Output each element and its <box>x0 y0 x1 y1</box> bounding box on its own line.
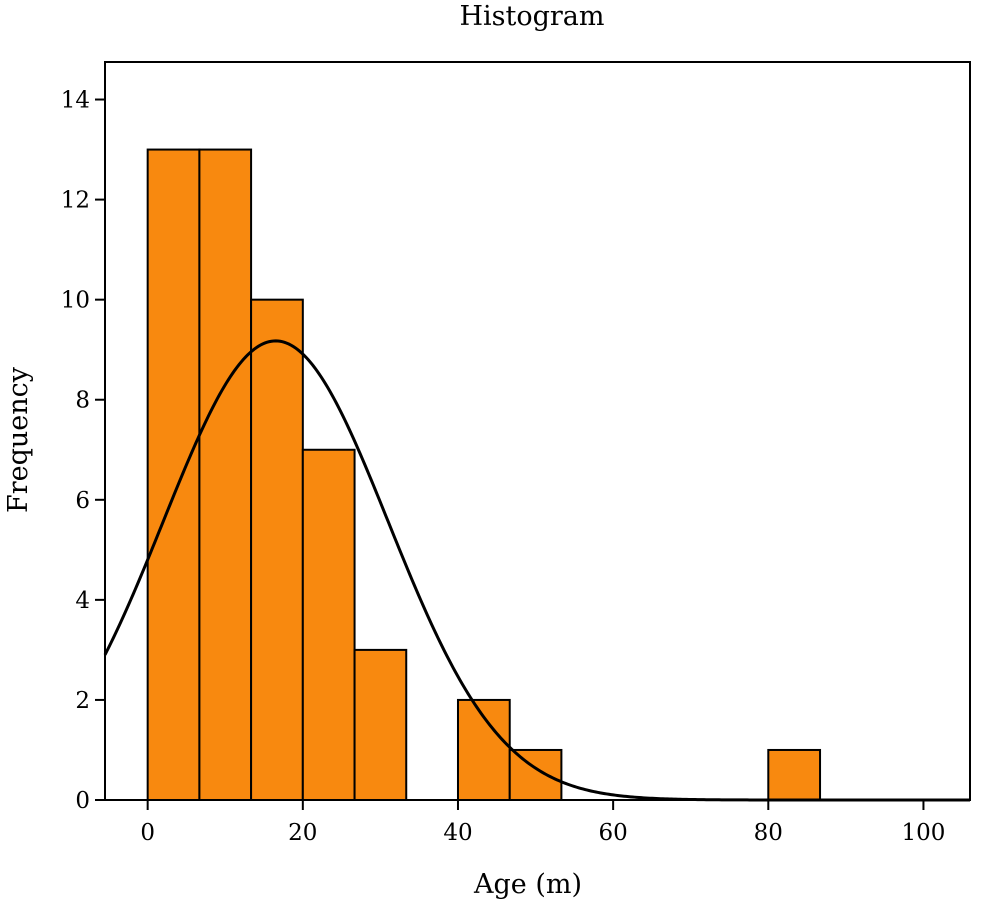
y-axis-label: Frequency <box>3 366 34 513</box>
plot-frame <box>104 61 971 801</box>
y-tick-label-8: 8 <box>75 388 90 414</box>
y-tick-label-0: 0 <box>75 788 90 814</box>
histogram-bar-4 <box>353 648 408 802</box>
histogram-bar-1 <box>198 148 253 801</box>
histogram-bar-7 <box>508 748 563 802</box>
histogram-bar-3 <box>301 448 356 801</box>
y-tick-label-12: 12 <box>61 188 90 214</box>
histogram-bar-0 <box>146 148 201 801</box>
y-tick-label-6: 6 <box>75 488 90 514</box>
x-tick-label-80: 80 <box>754 820 783 846</box>
y-tick-label-14: 14 <box>61 88 90 114</box>
x-axis-label: Age (m) <box>473 869 582 900</box>
x-tick-label-60: 60 <box>598 820 627 846</box>
y-tick-label-4: 4 <box>75 588 90 614</box>
histogram-bar-2 <box>250 298 304 801</box>
y-tick-label-10: 10 <box>61 288 90 314</box>
x-tick-label-100: 100 <box>901 820 945 846</box>
histogram-bar-12 <box>767 748 822 802</box>
y-tick-label-2: 2 <box>75 688 90 714</box>
y-axis-ticks: 0 2 4 6 8 10 12 14 <box>61 88 105 814</box>
x-tick-label-0: 0 <box>140 820 155 846</box>
x-tick-label-40: 40 <box>443 820 472 846</box>
histogram-bars <box>146 148 822 802</box>
x-tick-label-20: 20 <box>288 820 317 846</box>
x-axis-ticks: 0 20 40 60 80 100 <box>140 800 945 846</box>
chart-title: Histogram <box>459 1 604 32</box>
